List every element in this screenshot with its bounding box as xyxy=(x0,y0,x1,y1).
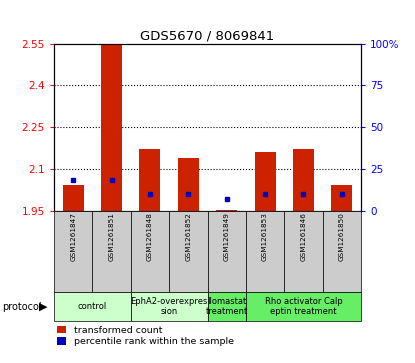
Text: GSM1261846: GSM1261846 xyxy=(300,212,306,261)
Text: protocol: protocol xyxy=(2,302,42,312)
Bar xyxy=(131,211,169,292)
Text: GSM1261849: GSM1261849 xyxy=(224,212,229,261)
Text: Ilomastat
treatment: Ilomastat treatment xyxy=(205,297,248,317)
Title: GDS5670 / 8069841: GDS5670 / 8069841 xyxy=(140,29,275,42)
Bar xyxy=(93,211,131,292)
Text: ▶: ▶ xyxy=(39,302,48,312)
Bar xyxy=(178,158,199,211)
Bar xyxy=(139,149,161,211)
Bar xyxy=(246,292,361,321)
Text: GSM1261847: GSM1261847 xyxy=(70,212,76,261)
Text: GSM1261851: GSM1261851 xyxy=(109,212,115,261)
Text: GSM1261853: GSM1261853 xyxy=(262,212,268,261)
Bar xyxy=(293,149,314,211)
Text: control: control xyxy=(78,302,107,311)
Bar xyxy=(208,292,246,321)
Text: GSM1261852: GSM1261852 xyxy=(186,212,191,261)
Bar xyxy=(63,185,84,211)
Bar xyxy=(131,292,208,321)
Text: GSM1261850: GSM1261850 xyxy=(339,212,345,261)
Bar xyxy=(54,292,131,321)
Text: EphA2-overexpres
sion: EphA2-overexpres sion xyxy=(130,297,208,317)
Text: GSM1261848: GSM1261848 xyxy=(147,212,153,261)
Bar xyxy=(101,44,122,211)
Bar xyxy=(216,210,237,211)
Bar xyxy=(284,211,323,292)
Text: Rho activator Calp
eptin treatment: Rho activator Calp eptin treatment xyxy=(265,297,342,317)
Bar xyxy=(208,211,246,292)
Legend: transformed count, percentile rank within the sample: transformed count, percentile rank withi… xyxy=(57,326,234,346)
Bar xyxy=(169,211,208,292)
Bar xyxy=(54,211,92,292)
Bar xyxy=(254,152,276,211)
Bar xyxy=(246,211,284,292)
Bar xyxy=(331,185,352,211)
Bar xyxy=(323,211,361,292)
